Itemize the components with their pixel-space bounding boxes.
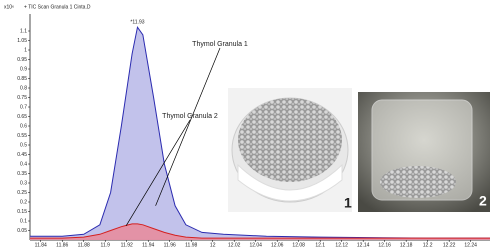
x-tick-label: 12.22: [443, 242, 456, 248]
x-tick-label: 12.12: [335, 242, 348, 248]
x-tick-label: 12.04: [249, 242, 262, 248]
x-tick-label: 12.06: [271, 242, 284, 248]
y-tick-label: 0.9: [20, 66, 27, 72]
x-tick-label: 11.92: [121, 242, 133, 248]
y-tick-label: 0.1: [20, 218, 27, 224]
y-tick-label: 0.25: [17, 190, 27, 196]
y-tick-label: 0.65: [17, 114, 27, 120]
y-tick-label: 0.55: [17, 133, 27, 139]
annotation: Thymol Granula 2: [162, 113, 218, 120]
x-tick-label: 11.84: [35, 242, 47, 248]
y-tick-label: 0.2: [20, 199, 27, 205]
y-tick-label: 0.5: [20, 142, 27, 148]
y-tick-label: 0.8: [20, 85, 27, 91]
photo-label: 1: [344, 195, 352, 211]
x-tick-label: 12.02: [228, 242, 241, 248]
x-tick-label: 12.2: [423, 242, 433, 248]
x-tick-label: 12.18: [400, 242, 413, 248]
y-tick-label: 1.05: [17, 38, 27, 44]
x-tick-label: 12.14: [357, 242, 370, 248]
x-tick-label: 12.16: [378, 242, 391, 248]
x-tick-label: 12.24: [464, 242, 477, 248]
y-tick-label: 0.35: [17, 171, 27, 177]
chart-title: + TIC Scan Granula 1 Cinta.D: [24, 4, 91, 10]
x-tick-label: 12: [210, 242, 216, 248]
x-tick-label: 11.86: [56, 242, 68, 248]
y-tick-label: 1.1: [20, 28, 27, 34]
annotation: Thymol Granula 1: [192, 41, 248, 48]
photo-2: [358, 92, 490, 212]
y-tick-label: 0.75: [17, 95, 27, 101]
x-tick-label: 11.96: [164, 242, 176, 248]
y-tick-label: 0.3: [20, 180, 27, 186]
x-tick-label: 12.1: [315, 242, 325, 248]
y-tick-label: 0.05: [17, 228, 27, 234]
y-tick-label: 0.15: [17, 209, 27, 215]
peak-label: *11.93: [130, 20, 144, 26]
x-tick-label: 12.08: [292, 242, 305, 248]
y-tick-label: 0.4: [20, 161, 27, 167]
y-tick-label: 0.7: [20, 104, 27, 110]
x-tick-label: 11.88: [78, 242, 90, 248]
annotation-line: [156, 48, 220, 206]
y-tick-label: 1: [24, 47, 27, 53]
chart: x10⁶ + TIC Scan Granula 1 Cinta.D 0.05 0.…: [0, 0, 493, 248]
y-unit: x10⁶: [4, 4, 14, 10]
y-tick-label: 0.95: [17, 57, 27, 63]
y-tick-label: 0.45: [17, 152, 27, 158]
y-tick-label: 0.6: [20, 123, 27, 129]
photo-1: [228, 88, 352, 212]
y-tick-label: 0.85: [17, 76, 27, 82]
x-tick-label: 11.98: [185, 242, 197, 248]
x-tick-label: 11.9: [101, 242, 111, 248]
photo-label: 2: [479, 193, 487, 209]
x-tick-label: 11.94: [142, 242, 154, 248]
